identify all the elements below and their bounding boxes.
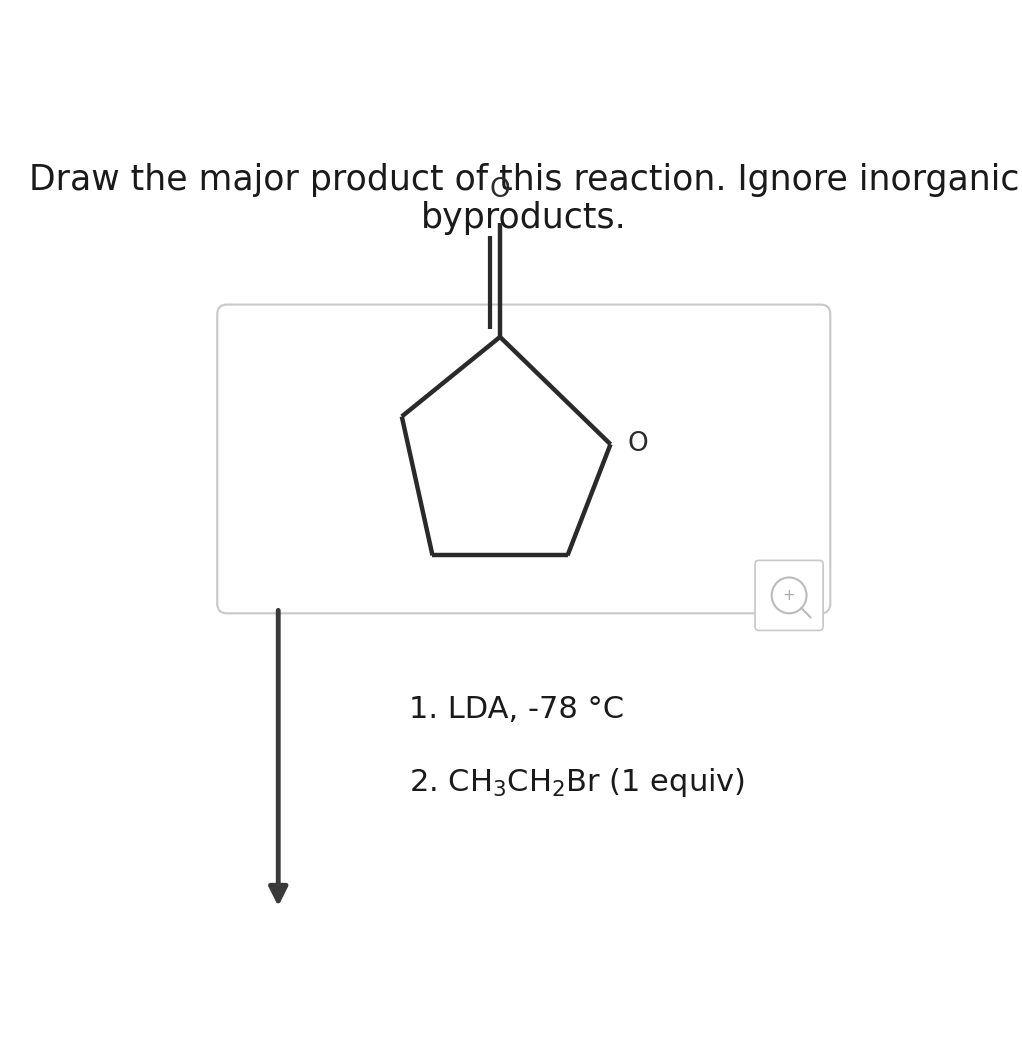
Text: +: + <box>783 588 795 603</box>
Text: O: O <box>628 432 649 457</box>
Text: 2. CH$_3$CH$_2$Br (1 equiv): 2. CH$_3$CH$_2$Br (1 equiv) <box>409 766 745 799</box>
Text: byproducts.: byproducts. <box>421 201 626 235</box>
FancyBboxPatch shape <box>755 561 823 631</box>
Text: O: O <box>490 177 510 203</box>
FancyBboxPatch shape <box>218 305 830 614</box>
Text: Draw the major product of this reaction. Ignore inorganic: Draw the major product of this reaction.… <box>29 163 1019 197</box>
Text: 1. LDA, -78 °C: 1. LDA, -78 °C <box>409 695 624 724</box>
